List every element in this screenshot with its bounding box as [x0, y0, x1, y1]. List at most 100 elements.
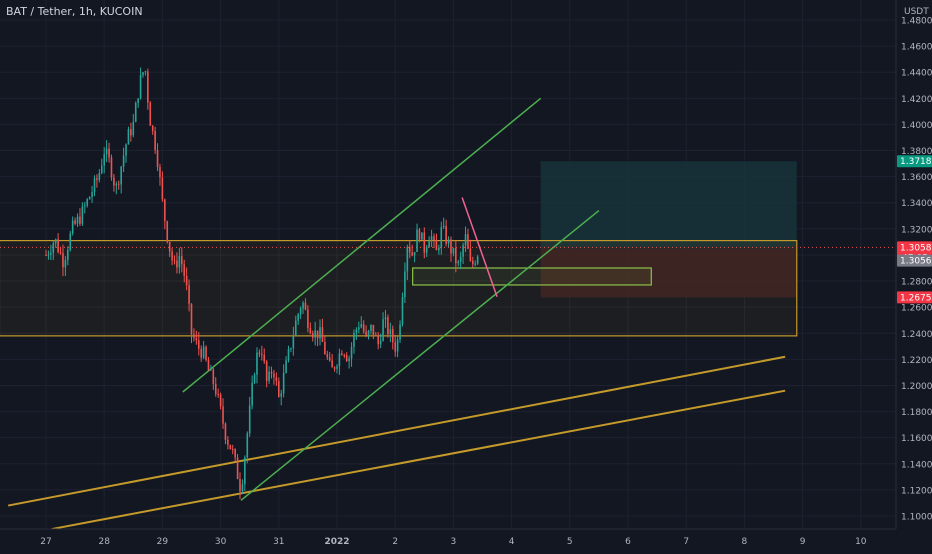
candle-body[interactable]: [256, 352, 258, 375]
candle-body[interactable]: [71, 220, 74, 234]
candle-body[interactable]: [445, 225, 447, 244]
candle-body[interactable]: [113, 177, 115, 186]
candle-body[interactable]: [231, 449, 234, 451]
candle-body[interactable]: [244, 457, 246, 485]
candle-body[interactable]: [345, 355, 348, 362]
candle-body[interactable]: [411, 252, 413, 256]
candle-body[interactable]: [297, 314, 299, 321]
candle-body[interactable]: [205, 346, 207, 360]
candle-body[interactable]: [79, 216, 81, 224]
candle-body[interactable]: [457, 261, 460, 264]
candle-body[interactable]: [341, 353, 343, 355]
candle-body[interactable]: [246, 433, 249, 458]
candle-body[interactable]: [156, 150, 159, 167]
candle-body[interactable]: [324, 341, 326, 355]
candle-body[interactable]: [462, 245, 464, 257]
candle-body[interactable]: [50, 252, 52, 255]
candle-body[interactable]: [219, 394, 222, 407]
candles[interactable]: [45, 67, 479, 500]
candle-body[interactable]: [57, 239, 59, 253]
candle-body[interactable]: [425, 247, 428, 253]
candle-body[interactable]: [365, 331, 367, 336]
candle-body[interactable]: [105, 148, 108, 155]
candle-body[interactable]: [273, 373, 275, 378]
candle-body[interactable]: [382, 319, 384, 341]
candle-body[interactable]: [418, 229, 421, 240]
candle-body[interactable]: [423, 232, 426, 253]
candle-body[interactable]: [251, 382, 253, 406]
candle-body[interactable]: [239, 479, 241, 492]
candle-body[interactable]: [212, 369, 215, 384]
candle-body[interactable]: [416, 229, 418, 252]
candle-body[interactable]: [375, 335, 377, 337]
candle-body[interactable]: [450, 239, 452, 254]
candle-body[interactable]: [355, 329, 358, 333]
candle-body[interactable]: [362, 324, 365, 332]
candle-body[interactable]: [45, 254, 47, 256]
candle-body[interactable]: [125, 144, 127, 156]
position-tool[interactable]: [540, 161, 797, 298]
target-zone[interactable]: [540, 161, 797, 249]
time-axis[interactable]: 27 28 29 30 31 2022 2 3 4 5 6 7 8 9 10: [0, 528, 896, 550]
candle-body[interactable]: [200, 348, 202, 358]
candle-body[interactable]: [430, 236, 433, 241]
candle-body[interactable]: [88, 196, 91, 200]
candle-body[interactable]: [149, 102, 152, 126]
candle-body[interactable]: [64, 260, 67, 268]
candle-body[interactable]: [54, 239, 57, 244]
candle-body[interactable]: [207, 359, 210, 371]
candle-body[interactable]: [428, 240, 430, 248]
candle-body[interactable]: [384, 317, 387, 320]
candle-body[interactable]: [144, 71, 147, 73]
breakout-zone[interactable]: [412, 267, 652, 286]
candle-body[interactable]: [229, 444, 232, 450]
candle-body[interactable]: [299, 308, 302, 315]
candle-body[interactable]: [421, 232, 423, 240]
candle-body[interactable]: [350, 346, 353, 359]
candle-body[interactable]: [96, 178, 98, 180]
candle-body[interactable]: [304, 302, 307, 310]
candle-body[interactable]: [263, 354, 266, 362]
candle-body[interactable]: [76, 216, 79, 224]
candle-body[interactable]: [469, 248, 472, 261]
candle-body[interactable]: [389, 329, 392, 335]
candle-body[interactable]: [52, 243, 55, 253]
candle-body[interactable]: [147, 71, 149, 103]
candle-body[interactable]: [360, 324, 363, 328]
candle-body[interactable]: [108, 148, 110, 158]
candle-body[interactable]: [74, 220, 76, 224]
candle-body[interactable]: [408, 246, 411, 253]
candle-body[interactable]: [195, 337, 198, 341]
candle-body[interactable]: [440, 226, 443, 248]
candle-body[interactable]: [122, 155, 125, 167]
candle-body[interactable]: [171, 251, 173, 261]
candle-body[interactable]: [270, 371, 273, 374]
candle-body[interactable]: [159, 166, 161, 178]
candle-body[interactable]: [130, 129, 132, 136]
candle-body[interactable]: [285, 360, 287, 373]
candle-body[interactable]: [287, 348, 290, 361]
candle-body[interactable]: [476, 256, 479, 264]
candle-body[interactable]: [261, 354, 263, 356]
candle-body[interactable]: [222, 406, 224, 424]
candle-body[interactable]: [86, 199, 89, 206]
candle-body[interactable]: [280, 393, 283, 397]
candle-body[interactable]: [336, 366, 338, 369]
candle-body[interactable]: [459, 256, 462, 262]
candle-body[interactable]: [110, 157, 113, 178]
candle-body[interactable]: [59, 252, 62, 254]
candle-body[interactable]: [331, 360, 333, 368]
candle-body[interactable]: [321, 327, 324, 342]
candle-body[interactable]: [166, 221, 169, 242]
candle-body[interactable]: [47, 254, 50, 256]
stop-zone[interactable]: [540, 248, 797, 298]
candle-body[interactable]: [367, 330, 370, 336]
candle-body[interactable]: [275, 377, 278, 382]
candle-body[interactable]: [372, 324, 375, 336]
candle-body[interactable]: [396, 339, 399, 352]
candle-body[interactable]: [115, 183, 118, 186]
candle-body[interactable]: [193, 334, 195, 338]
candle-body[interactable]: [161, 177, 164, 200]
candle-body[interactable]: [370, 324, 372, 331]
candle-body[interactable]: [292, 335, 295, 349]
